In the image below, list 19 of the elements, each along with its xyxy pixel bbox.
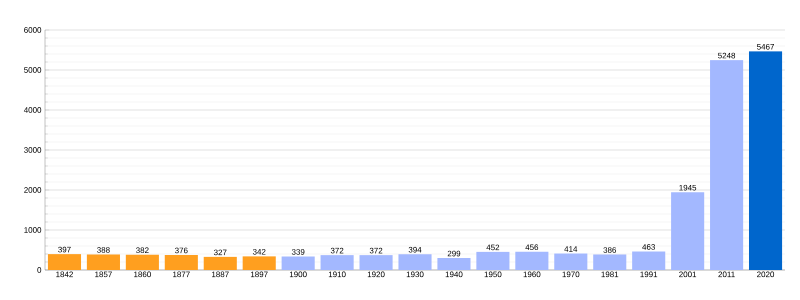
bar [320,255,354,270]
bar [282,256,315,270]
bar [86,254,120,270]
bar [476,252,510,270]
bar [671,192,704,270]
bar [593,254,626,270]
bar [437,258,471,270]
bar [515,252,548,270]
bar [360,255,393,270]
bar [710,60,744,270]
bar [164,254,198,270]
bar [748,51,782,270]
bar [242,256,276,270]
bar [204,256,237,270]
bar [554,253,588,270]
bar [632,251,666,270]
bar [126,254,159,270]
bar [398,254,432,270]
bar [48,254,82,270]
